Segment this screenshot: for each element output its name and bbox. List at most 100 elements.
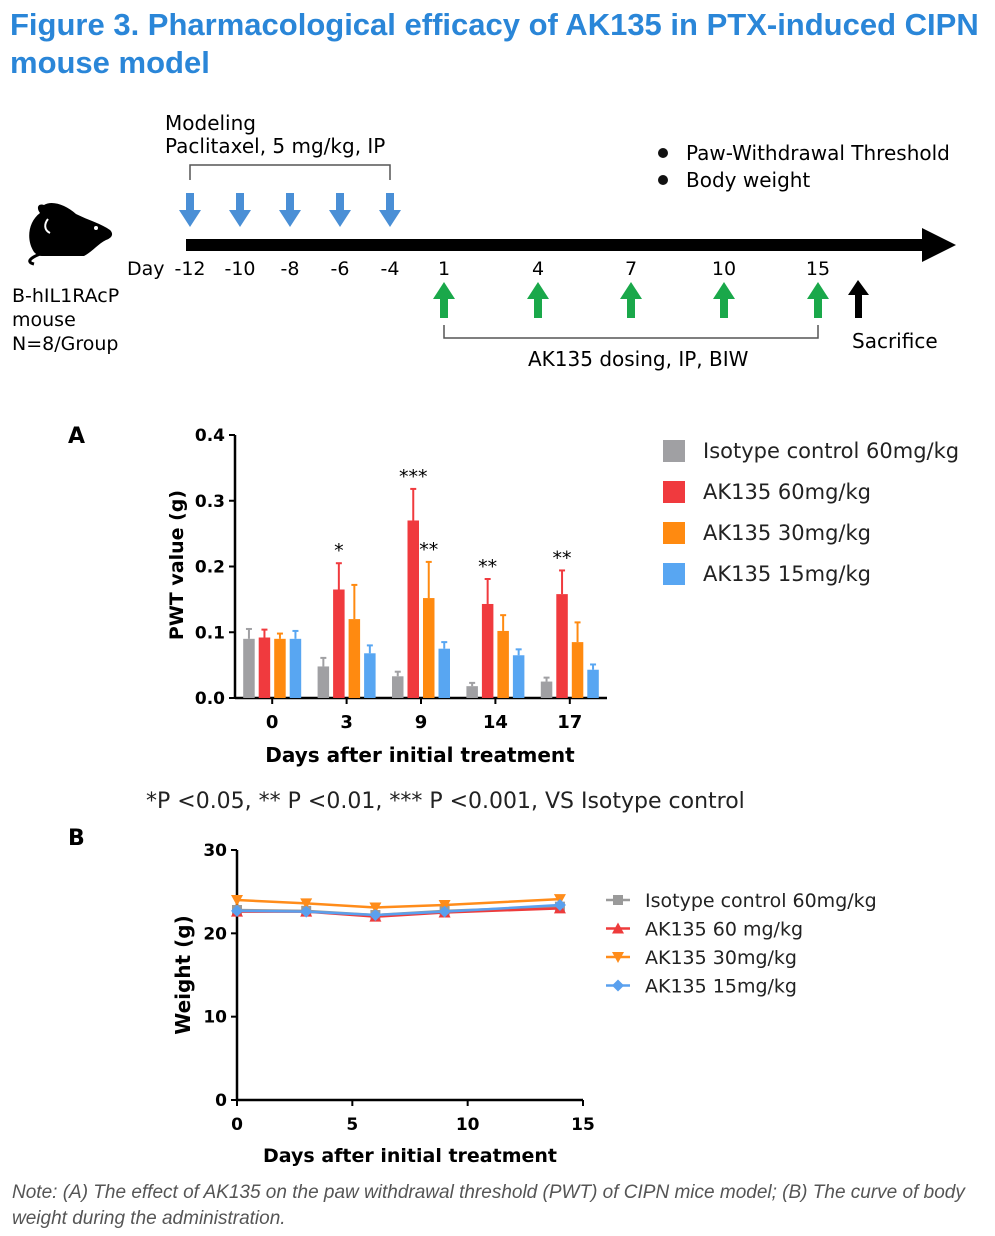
significance-mark: * bbox=[334, 540, 344, 562]
bar bbox=[556, 594, 568, 698]
panel-b-label: B bbox=[68, 826, 85, 851]
y-tick-label: 20 bbox=[203, 924, 227, 944]
legend-label: AK135 60 mg/kg bbox=[645, 919, 803, 941]
mouse-icon bbox=[28, 203, 113, 266]
bar bbox=[512, 655, 525, 698]
significance-mark: ** bbox=[419, 539, 438, 561]
data-point bbox=[300, 898, 313, 910]
bar bbox=[392, 676, 404, 698]
x-tick-label: 17 bbox=[557, 712, 582, 733]
sacrifice-arrow bbox=[848, 280, 869, 318]
y-tick-label: 10 bbox=[203, 1008, 227, 1028]
legend-swatch bbox=[663, 481, 685, 503]
bar bbox=[423, 598, 435, 698]
data-point bbox=[553, 899, 566, 911]
group-size: N=8/Group bbox=[12, 333, 118, 355]
data-point bbox=[612, 922, 624, 934]
modeling-dose-arrow bbox=[179, 193, 201, 227]
day-label: 10 bbox=[712, 258, 736, 280]
significance-mark: ** bbox=[478, 556, 497, 578]
panel-a-label: A bbox=[68, 424, 85, 449]
study-timeline: Modeling Paclitaxel, 5 mg/kg, IP Paw-Wit… bbox=[12, 111, 956, 371]
y-tick-label: 0.1 bbox=[195, 623, 225, 643]
y-tick-label: 0.3 bbox=[195, 492, 225, 512]
pwt-bar-chart: PWT value (g) Days after initial treatme… bbox=[166, 426, 959, 767]
modeling-dose-arrow bbox=[329, 193, 351, 227]
measure-pwt-label: Paw-Withdrawal Threshold bbox=[686, 141, 950, 165]
bar bbox=[364, 653, 376, 698]
timeline-arrowhead bbox=[922, 228, 956, 262]
legend-label: AK135 30mg/kg bbox=[645, 947, 797, 969]
mouse-word: mouse bbox=[12, 309, 76, 331]
timeline-axis bbox=[186, 239, 926, 251]
legend-swatch bbox=[663, 522, 685, 544]
x-tick-label: 15 bbox=[571, 1115, 595, 1135]
legend-label: Isotype control 60mg/kg bbox=[703, 439, 959, 463]
y-tick-label: 0.2 bbox=[195, 558, 225, 578]
modeling-arrows bbox=[179, 193, 401, 227]
bar bbox=[587, 669, 599, 698]
bar bbox=[274, 638, 286, 698]
bar bbox=[333, 589, 345, 698]
data-point bbox=[612, 952, 624, 963]
bar bbox=[289, 638, 302, 698]
day-label: -6 bbox=[331, 258, 350, 280]
ak135-dose-arrow bbox=[527, 282, 549, 318]
ak135-dose-arrow bbox=[620, 282, 642, 318]
bar bbox=[466, 686, 478, 698]
x-tick-label: 0 bbox=[231, 1115, 243, 1135]
modeling-dose-arrow bbox=[229, 193, 251, 227]
bar bbox=[481, 603, 494, 698]
ak135-dose-arrow bbox=[807, 282, 829, 318]
x-tick-label: 9 bbox=[415, 712, 428, 733]
x-tick-label: 5 bbox=[346, 1115, 358, 1135]
figure-note: Note: (A) The effect of AK135 on the paw… bbox=[12, 1182, 965, 1229]
measure-bullet bbox=[658, 175, 668, 185]
day-label: 7 bbox=[625, 258, 637, 280]
data-point bbox=[231, 895, 243, 906]
bar bbox=[348, 619, 361, 698]
bar bbox=[407, 520, 419, 698]
series-line bbox=[236, 897, 560, 909]
y-tick-label: 0 bbox=[215, 1091, 227, 1111]
bar bbox=[540, 681, 553, 698]
data-point bbox=[369, 902, 382, 914]
chart-b-ylabel: Weight (g) bbox=[171, 915, 195, 1034]
measure-weight-label: Body weight bbox=[686, 168, 810, 192]
data-point bbox=[300, 905, 313, 918]
legend-swatch bbox=[663, 563, 685, 585]
modeling-dose-arrow bbox=[379, 193, 401, 227]
chart-a-ylabel: PWT value (g) bbox=[166, 490, 188, 640]
ak135-dose-arrow bbox=[713, 282, 735, 318]
dosing-label: AK135 dosing, IP, BIW bbox=[528, 347, 749, 371]
day-labels: -12 -10 -8 -6 -4 1 4 7 10 15 bbox=[174, 258, 830, 280]
dosing-bracket bbox=[443, 325, 819, 339]
legend-label: AK135 60mg/kg bbox=[703, 480, 871, 504]
modeling-dose-arrow bbox=[279, 193, 301, 227]
bar bbox=[497, 630, 509, 698]
day-label: -8 bbox=[281, 258, 300, 280]
x-tick-label: 3 bbox=[340, 712, 353, 733]
y-tick-label: 30 bbox=[203, 841, 227, 861]
legend-label: AK135 30mg/kg bbox=[703, 521, 871, 545]
chart-a-xlabel: Days after initial treatment bbox=[265, 743, 575, 767]
modeling-label: Modeling bbox=[165, 111, 256, 135]
day-label: 4 bbox=[532, 258, 544, 280]
ak135-dose-arrow bbox=[433, 282, 455, 318]
x-tick-label: 10 bbox=[456, 1115, 480, 1135]
bar bbox=[438, 648, 450, 698]
measure-bullet bbox=[658, 148, 668, 158]
mouse-strain: B-hIL1RAcP bbox=[12, 285, 119, 307]
day-label: -12 bbox=[174, 258, 205, 280]
data-point bbox=[438, 905, 451, 918]
legend-swatch bbox=[663, 440, 685, 462]
x-tick-label: 14 bbox=[483, 712, 508, 733]
bar bbox=[317, 666, 330, 698]
modeling-detail: Paclitaxel, 5 mg/kg, IP bbox=[165, 134, 385, 158]
modeling-bracket bbox=[189, 164, 391, 180]
y-tick-label: 0.4 bbox=[195, 426, 225, 446]
significance-mark: *** bbox=[399, 466, 428, 488]
significance-note: *P <0.05, ** P <0.01, *** P <0.001, VS I… bbox=[146, 789, 745, 814]
chart-b-xlabel: Days after initial treatment bbox=[263, 1145, 557, 1167]
